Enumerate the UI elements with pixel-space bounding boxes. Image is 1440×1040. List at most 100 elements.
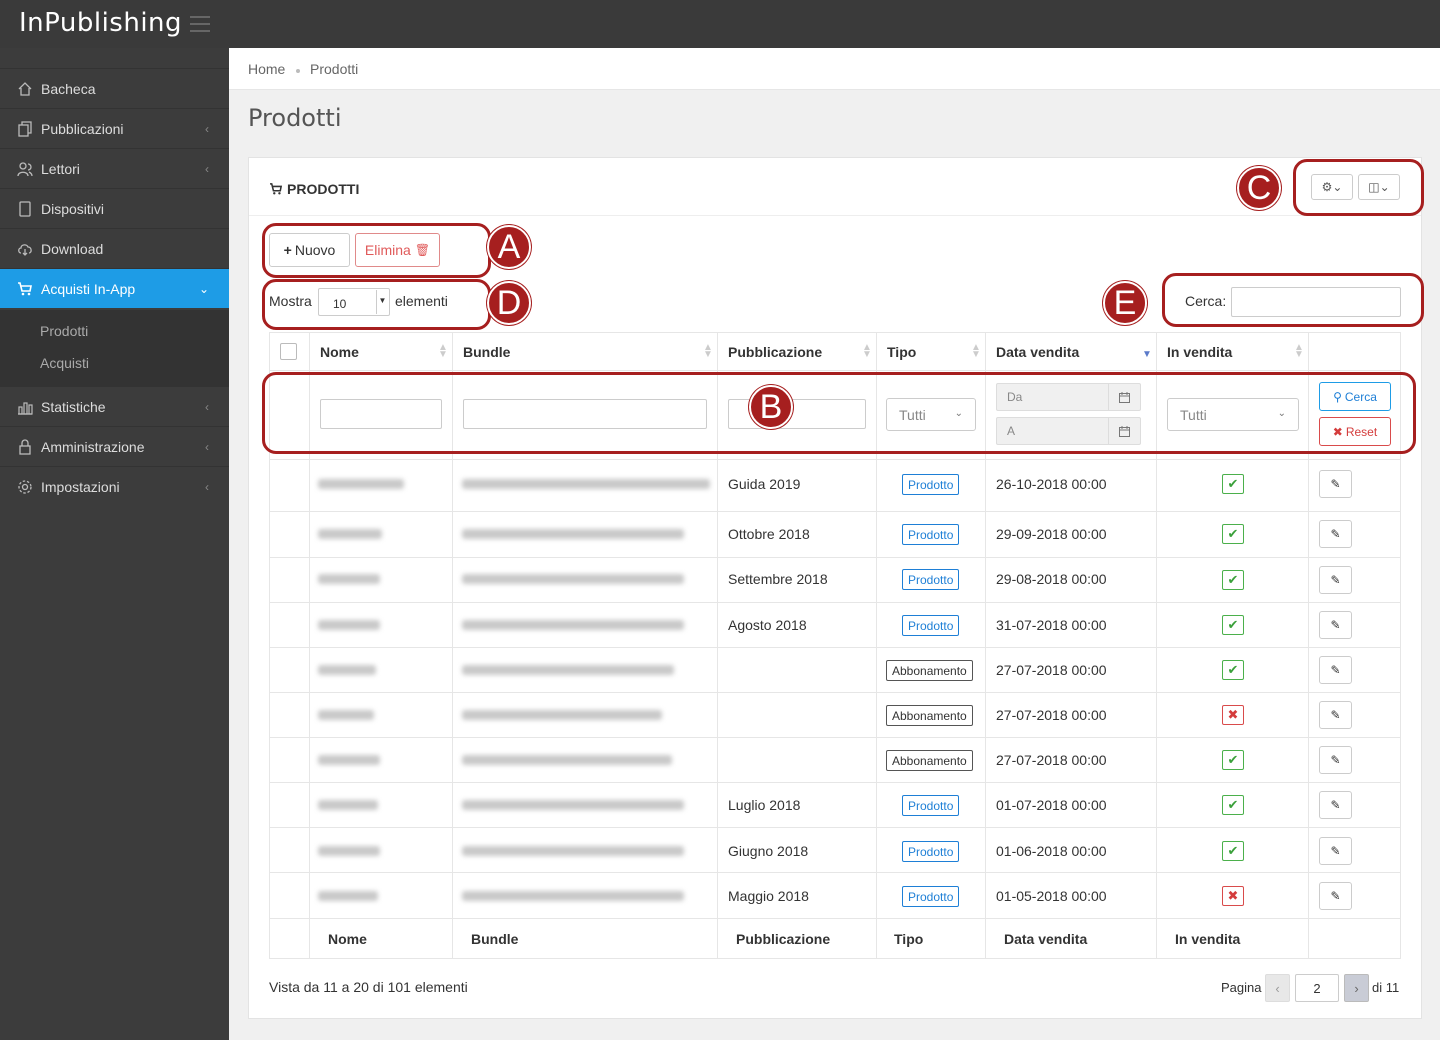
table-border [269, 332, 270, 959]
sidebar-subitem-acquisti[interactable]: Acquisti [40, 355, 90, 371]
delete-button[interactable]: Elimina 🗑 [355, 233, 440, 267]
blurred-bundle [462, 710, 662, 720]
chevron-down-icon: ⌄ [198, 282, 209, 296]
edit-icon: ✎ [1330, 798, 1341, 812]
filter-date-from[interactable]: Da [996, 383, 1141, 411]
blurred-bundle [462, 620, 684, 630]
filter-date-to[interactable]: A [996, 417, 1141, 445]
type-badge: Abbonamento [886, 750, 973, 771]
tablet-icon [19, 200, 31, 217]
lock-icon [19, 438, 31, 455]
edit-icon: ✎ [1330, 527, 1341, 541]
products-panel: PRODOTTI [248, 157, 1422, 1019]
filter-nome-input[interactable] [320, 399, 442, 429]
panel-header: PRODOTTI [249, 158, 1421, 216]
edit-icon: ✎ [1330, 708, 1341, 722]
breadcrumb-home[interactable]: Home [248, 61, 286, 77]
blurred-nome [318, 891, 378, 901]
edit-button[interactable]: ✎ [1319, 656, 1352, 684]
filter-search-button[interactable]: ⚲ Cerca [1319, 382, 1391, 411]
calendar-icon [1108, 418, 1140, 444]
type-badge: Prodotto [902, 474, 960, 495]
sidebar-item-bacheca[interactable]: Bacheca [0, 68, 229, 108]
search-label: Cerca: [1185, 293, 1227, 309]
page-size-label-suffix: elementi [395, 293, 448, 309]
blurred-bundle [462, 665, 674, 675]
search-input[interactable] [1231, 287, 1401, 317]
sidebar-item-pubblicazioni[interactable]: Pubblicazioni ‹ [0, 108, 229, 148]
annotation-badge-e: E [1103, 281, 1147, 325]
menu-toggle-icon[interactable] [190, 16, 210, 32]
column-footer-bundle: Bundle [471, 931, 519, 947]
sidebar-subitem-prodotti[interactable]: Prodotti [40, 323, 89, 339]
edit-button[interactable]: ✎ [1319, 837, 1352, 865]
sidebar-item-label: Bacheca [41, 80, 96, 97]
edit-button[interactable]: ✎ [1319, 520, 1352, 548]
sidebar-item-label: Impostazioni [41, 478, 120, 495]
sidebar-item-dispositivi[interactable]: Dispositivi [0, 188, 229, 228]
page-size-select[interactable]: 10 ▼ [318, 288, 390, 316]
table-border [269, 557, 1401, 558]
table-border [717, 332, 718, 959]
filter-reset-button[interactable]: ✖ Reset [1319, 417, 1391, 446]
column-footer-nome: Nome [328, 931, 367, 947]
cell-pubblicazione: Ottobre 2018 [728, 526, 810, 542]
table-border [1400, 332, 1401, 959]
cloud-download-icon [18, 243, 32, 256]
sidebar-item-acquisti-in-app[interactable]: Acquisti In-App ⌄ [0, 268, 229, 308]
edit-button[interactable]: ✎ [1319, 791, 1352, 819]
edit-button[interactable]: ✎ [1319, 566, 1352, 594]
chevron-left-icon: ‹ [205, 440, 209, 454]
edit-button[interactable]: ✎ [1319, 746, 1352, 774]
next-page-button[interactable]: › [1344, 974, 1369, 1002]
column-header-in-vendita[interactable]: In vendita [1167, 344, 1233, 360]
column-header-tipo[interactable]: Tipo [887, 344, 917, 360]
column-header-pubblicazione[interactable]: Pubblicazione [728, 344, 823, 360]
sort-icon: ▲ ▼ [703, 342, 713, 360]
table-border [1156, 332, 1157, 959]
type-badge: Abbonamento [886, 660, 973, 681]
page-number-input[interactable]: 2 [1295, 974, 1339, 1002]
prev-page-button[interactable]: ‹ [1265, 974, 1290, 1002]
sidebar-item-lettori[interactable]: Lettori ‹ [0, 148, 229, 188]
sidebar-item-impostazioni[interactable]: Impostazioni ‹ [0, 466, 229, 506]
filter-tipo-select[interactable]: Tutti ⌄ [886, 398, 976, 431]
new-button[interactable]: + Nuovo [269, 233, 350, 267]
select-all-checkbox[interactable] [280, 343, 297, 360]
sidebar-item-label: Dispositivi [41, 200, 105, 217]
sidebar-item-label: Acquisti In-App [41, 280, 136, 297]
select-arrow-icon: ▼ [376, 290, 388, 314]
blurred-bundle [462, 479, 710, 489]
plus-icon: + [283, 242, 292, 258]
cell-data-vendita: 01-07-2018 00:00 [996, 797, 1107, 813]
settings-dropdown-button[interactable]: ⚙⌄ [1311, 174, 1353, 200]
column-header-nome[interactable]: Nome [320, 344, 359, 360]
blurred-nome [318, 846, 380, 856]
search-icon: ⚲ [1333, 389, 1342, 404]
columns-dropdown-button[interactable]: ◫⌄ [1358, 174, 1400, 200]
column-header-bundle[interactable]: Bundle [463, 344, 511, 360]
edit-button[interactable]: ✎ [1319, 611, 1352, 639]
cell-data-vendita: 27-07-2018 00:00 [996, 707, 1107, 723]
blurred-nome [318, 574, 380, 584]
app-logo[interactable]: InPublishing [19, 8, 183, 38]
edit-button[interactable]: ✎ [1319, 701, 1352, 729]
sidebar-item-statistiche[interactable]: Statistiche ‹ [0, 386, 229, 426]
edit-button[interactable]: ✎ [1319, 470, 1352, 498]
blurred-nome [318, 665, 376, 675]
panel-title: PRODOTTI [287, 181, 360, 197]
chevron-left-icon: ‹ [205, 122, 209, 136]
sort-icon: ▲ ▼ [1294, 342, 1304, 360]
column-header-data-vendita[interactable]: Data vendita [996, 344, 1080, 360]
sidebar-item-amministrazione[interactable]: Amministrazione ‹ [0, 426, 229, 466]
blurred-bundle [462, 800, 684, 810]
check-icon: ✔ [1222, 524, 1244, 544]
edit-button[interactable]: ✎ [1319, 882, 1352, 910]
cell-data-vendita: 31-07-2018 00:00 [996, 617, 1107, 633]
close-icon: ✖ [1332, 424, 1343, 439]
filter-in-vendita-select[interactable]: Tutti ⌄ [1167, 398, 1299, 431]
filter-bundle-input[interactable] [463, 399, 707, 429]
edit-icon: ✎ [1330, 573, 1341, 587]
chevron-left-icon: ‹ [205, 480, 209, 494]
sidebar-item-download[interactable]: Download [0, 228, 229, 268]
